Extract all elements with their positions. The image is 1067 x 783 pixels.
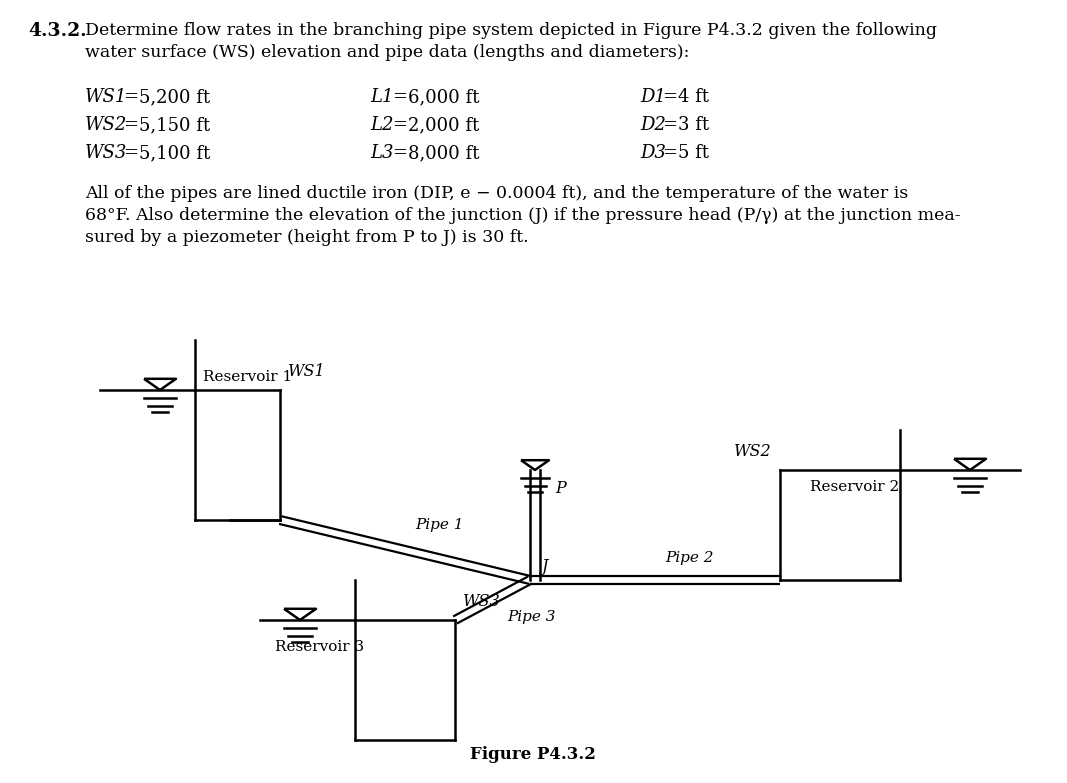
Text: 2,000 ft: 2,000 ft [408,116,479,134]
Text: =: = [123,88,138,106]
Text: Reservoir 2: Reservoir 2 [810,480,899,494]
Text: sured by a piezometer (height from P to J) is 30 ft.: sured by a piezometer (height from P to … [85,229,528,246]
Text: All of the pipes are lined ductile iron (DIP, e − 0.0004 ft), and the temperatur: All of the pipes are lined ductile iron … [85,185,908,202]
Text: =: = [123,116,138,134]
Text: WS1: WS1 [85,88,127,106]
Text: =: = [662,116,676,134]
Text: Pipe 3: Pipe 3 [508,610,556,624]
Text: P: P [555,480,566,497]
Text: WS2: WS2 [85,116,127,134]
Text: L2: L2 [370,116,394,134]
Text: Pipe 1: Pipe 1 [415,518,463,532]
Text: =: = [662,88,676,106]
Text: Determine flow rates in the branching pipe system depicted in Figure P4.3.2 give: Determine flow rates in the branching pi… [85,22,937,39]
Text: 6,000 ft: 6,000 ft [408,88,479,106]
Text: water surface (WS) elevation and pipe data (lengths and diameters):: water surface (WS) elevation and pipe da… [85,44,689,61]
Text: =: = [392,116,407,134]
Text: 4 ft: 4 ft [678,88,708,106]
Text: 5,100 ft: 5,100 ft [139,144,210,162]
Text: =: = [123,144,138,162]
Text: 5,200 ft: 5,200 ft [139,88,210,106]
Text: =: = [392,144,407,162]
Text: J: J [542,558,548,575]
Text: D2: D2 [640,116,666,134]
Text: 8,000 ft: 8,000 ft [408,144,479,162]
Text: =: = [392,88,407,106]
Text: D3: D3 [640,144,666,162]
Text: D1: D1 [640,88,666,106]
Text: Pipe 2: Pipe 2 [665,551,714,565]
Text: WS3: WS3 [85,144,127,162]
Text: Reservoir 3: Reservoir 3 [275,640,364,654]
Text: Reservoir 1: Reservoir 1 [203,370,292,384]
Text: 5 ft: 5 ft [678,144,708,162]
Text: 4.3.2.: 4.3.2. [28,22,86,40]
Text: WS3: WS3 [463,593,500,610]
Text: L3: L3 [370,144,394,162]
Text: 68°F. Also determine the elevation of the junction (J) if the pressure head (P/γ: 68°F. Also determine the elevation of th… [85,207,960,224]
Text: Figure P4.3.2: Figure P4.3.2 [471,746,596,763]
Text: 3 ft: 3 ft [678,116,710,134]
Text: WS2: WS2 [734,443,773,460]
Text: WS1: WS1 [288,363,325,380]
Text: 5,150 ft: 5,150 ft [139,116,210,134]
Text: L1: L1 [370,88,394,106]
Text: =: = [662,144,676,162]
